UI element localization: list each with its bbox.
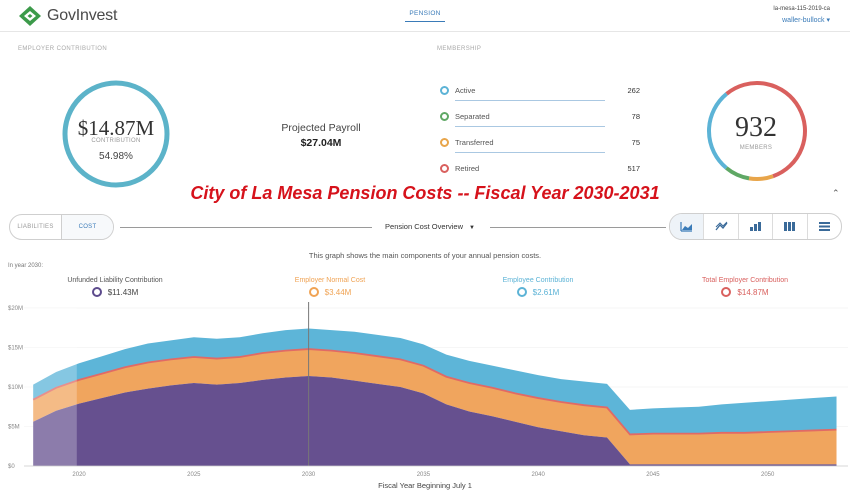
legend-value: $11.43M	[107, 287, 139, 297]
membership-row-value: 78	[631, 112, 640, 121]
membership-row-value: 262	[627, 86, 640, 95]
history-shade	[24, 308, 77, 466]
contribution-amount: $14.87M	[77, 116, 155, 140]
legend-dot-icon	[516, 287, 527, 297]
in-year-label: In year 2030:	[8, 263, 44, 269]
status-dot-icon	[440, 112, 449, 121]
line-chart-icon[interactable]	[703, 214, 737, 239]
y-tick-label: $10M	[8, 385, 23, 391]
liabilities-cost-toggle: LIABILITIES COST	[9, 214, 114, 240]
members-label: MEMBERS	[739, 145, 773, 151]
toggle-liabilities[interactable]: LIABILITIES	[17, 224, 54, 230]
column-chart-icon[interactable]	[772, 214, 806, 239]
top-bar: GovInvest PENSION la-mesa-115-2019-ca wa…	[0, 0, 850, 32]
account-id: la-mesa-115-2019-ca	[773, 6, 830, 12]
view-select-dropdown[interactable]: Pension Cost Overview ▼	[370, 222, 490, 231]
x-tick-label: 2045	[646, 472, 660, 478]
membership-row-retired[interactable]: Retired 517	[440, 161, 640, 187]
x-tick-label: 2050	[761, 472, 775, 478]
employer-contribution-label: EMPLOYER CONTRIBUTION	[18, 46, 108, 52]
x-tick-label: 2030	[302, 472, 316, 478]
membership-row-value: 75	[631, 138, 640, 147]
legend-employer-normal-cost[interactable]: Employer Normal Cost $3.44M	[255, 277, 405, 302]
y-tick-label: $20M	[8, 306, 23, 312]
legend-label: Unfunded Liability Contribution	[67, 277, 163, 284]
line-total-employer-contribution	[32, 348, 837, 436]
divider	[455, 152, 605, 153]
membership-row-value: 517	[627, 164, 640, 173]
status-dot-icon	[440, 86, 449, 95]
area-unfunded-liability-contribution	[33, 375, 837, 466]
contribution-label: CONTRIBUTION	[91, 138, 141, 144]
projected-payroll-value: $27.04M	[300, 137, 342, 149]
legend-value: $14.87M	[737, 287, 769, 297]
x-tick-label: 2035	[417, 472, 431, 478]
membership-row-label: Transferred	[455, 138, 494, 147]
membership-row-label: Retired	[455, 164, 480, 173]
legend-dot-icon	[721, 287, 732, 297]
legend-total-employer-contribution[interactable]: Total Employer Contribution $14.87M	[670, 277, 820, 302]
legend-label: Employee Contribution	[502, 277, 574, 284]
graph-description: This graph shows the main components of …	[308, 251, 542, 260]
area-chart-icon[interactable]	[670, 214, 704, 239]
x-tick-label: 2020	[72, 472, 86, 478]
legend-unfunded-liability[interactable]: Unfunded Liability Contribution $11.43M	[40, 277, 190, 302]
chevron-up-icon[interactable]: ⌃	[832, 188, 840, 198]
caret-down-icon: ▼	[469, 225, 475, 231]
user-menu[interactable]: waller-bullock ▾	[782, 17, 830, 24]
view-select-label: Pension Cost Overview	[385, 222, 463, 231]
brand-name: GovInvest	[47, 7, 118, 24]
divider	[120, 227, 372, 228]
donut-segment-transferred	[748, 174, 774, 181]
membership-row-active[interactable]: Active 262	[440, 83, 640, 109]
divider	[490, 227, 666, 228]
bar-chart-icon[interactable]	[737, 214, 772, 239]
membership-row-transferred[interactable]: Transferred 75	[440, 135, 640, 161]
divider	[455, 126, 605, 127]
legend-label: Employer Normal Cost	[294, 277, 366, 284]
legend-employee-contribution[interactable]: Employee Contribution $2.61M	[463, 277, 613, 302]
area-employer-normal-cost	[33, 349, 837, 465]
toggle-cost[interactable]: COST	[61, 215, 113, 239]
legend-dot-icon	[91, 287, 102, 297]
y-tick-label: $15M	[8, 346, 23, 352]
membership-row-separated[interactable]: Separated 78	[440, 109, 640, 135]
x-axis-title: Fiscal Year Beginning July 1	[378, 481, 472, 490]
status-dot-icon	[440, 138, 449, 147]
x-tick-label: 2040	[531, 472, 545, 478]
membership-row-label: Active	[455, 86, 476, 95]
govinvest-logo-icon	[19, 6, 41, 26]
contribution-ring-arc	[62, 80, 170, 188]
y-tick-label: $0	[8, 464, 15, 470]
donut-segment-retired	[725, 81, 807, 179]
divider	[455, 100, 605, 101]
chart-type-switcher	[669, 213, 842, 240]
contribution-percent: 54.98%	[99, 151, 133, 162]
status-dot-icon	[440, 164, 449, 173]
donut-segment-separated	[725, 166, 750, 181]
pension-cost-area-chart[interactable]: $0 $5M $10M $15M $20M 2020 2025 2030 2035 2040 204…	[0, 300, 850, 492]
donut-segment-active	[707, 92, 728, 170]
y-tick-label: $5M	[8, 425, 20, 431]
contribution-ring	[62, 80, 170, 188]
membership-row-label: Separated	[455, 112, 490, 121]
brand-logo[interactable]: GovInvest	[18, 4, 117, 28]
legend-label: Total Employer Contribution	[702, 277, 788, 284]
table-icon[interactable]	[806, 214, 841, 239]
projected-payroll-label: Projected Payroll	[281, 122, 361, 134]
x-tick-label: 2025	[187, 472, 201, 478]
members-donut	[707, 81, 807, 181]
page-headline: City of La Mesa Pension Costs -- Fiscal …	[190, 183, 660, 203]
membership-label: MEMBERSHIP	[437, 46, 482, 52]
area-employee-contribution	[33, 328, 837, 435]
tab-pension[interactable]: PENSION	[405, 10, 445, 22]
legend-value: $2.61M	[532, 287, 560, 297]
legend-dot-icon	[308, 287, 319, 297]
members-total: 932	[735, 112, 777, 143]
legend-value: $3.44M	[324, 287, 352, 297]
